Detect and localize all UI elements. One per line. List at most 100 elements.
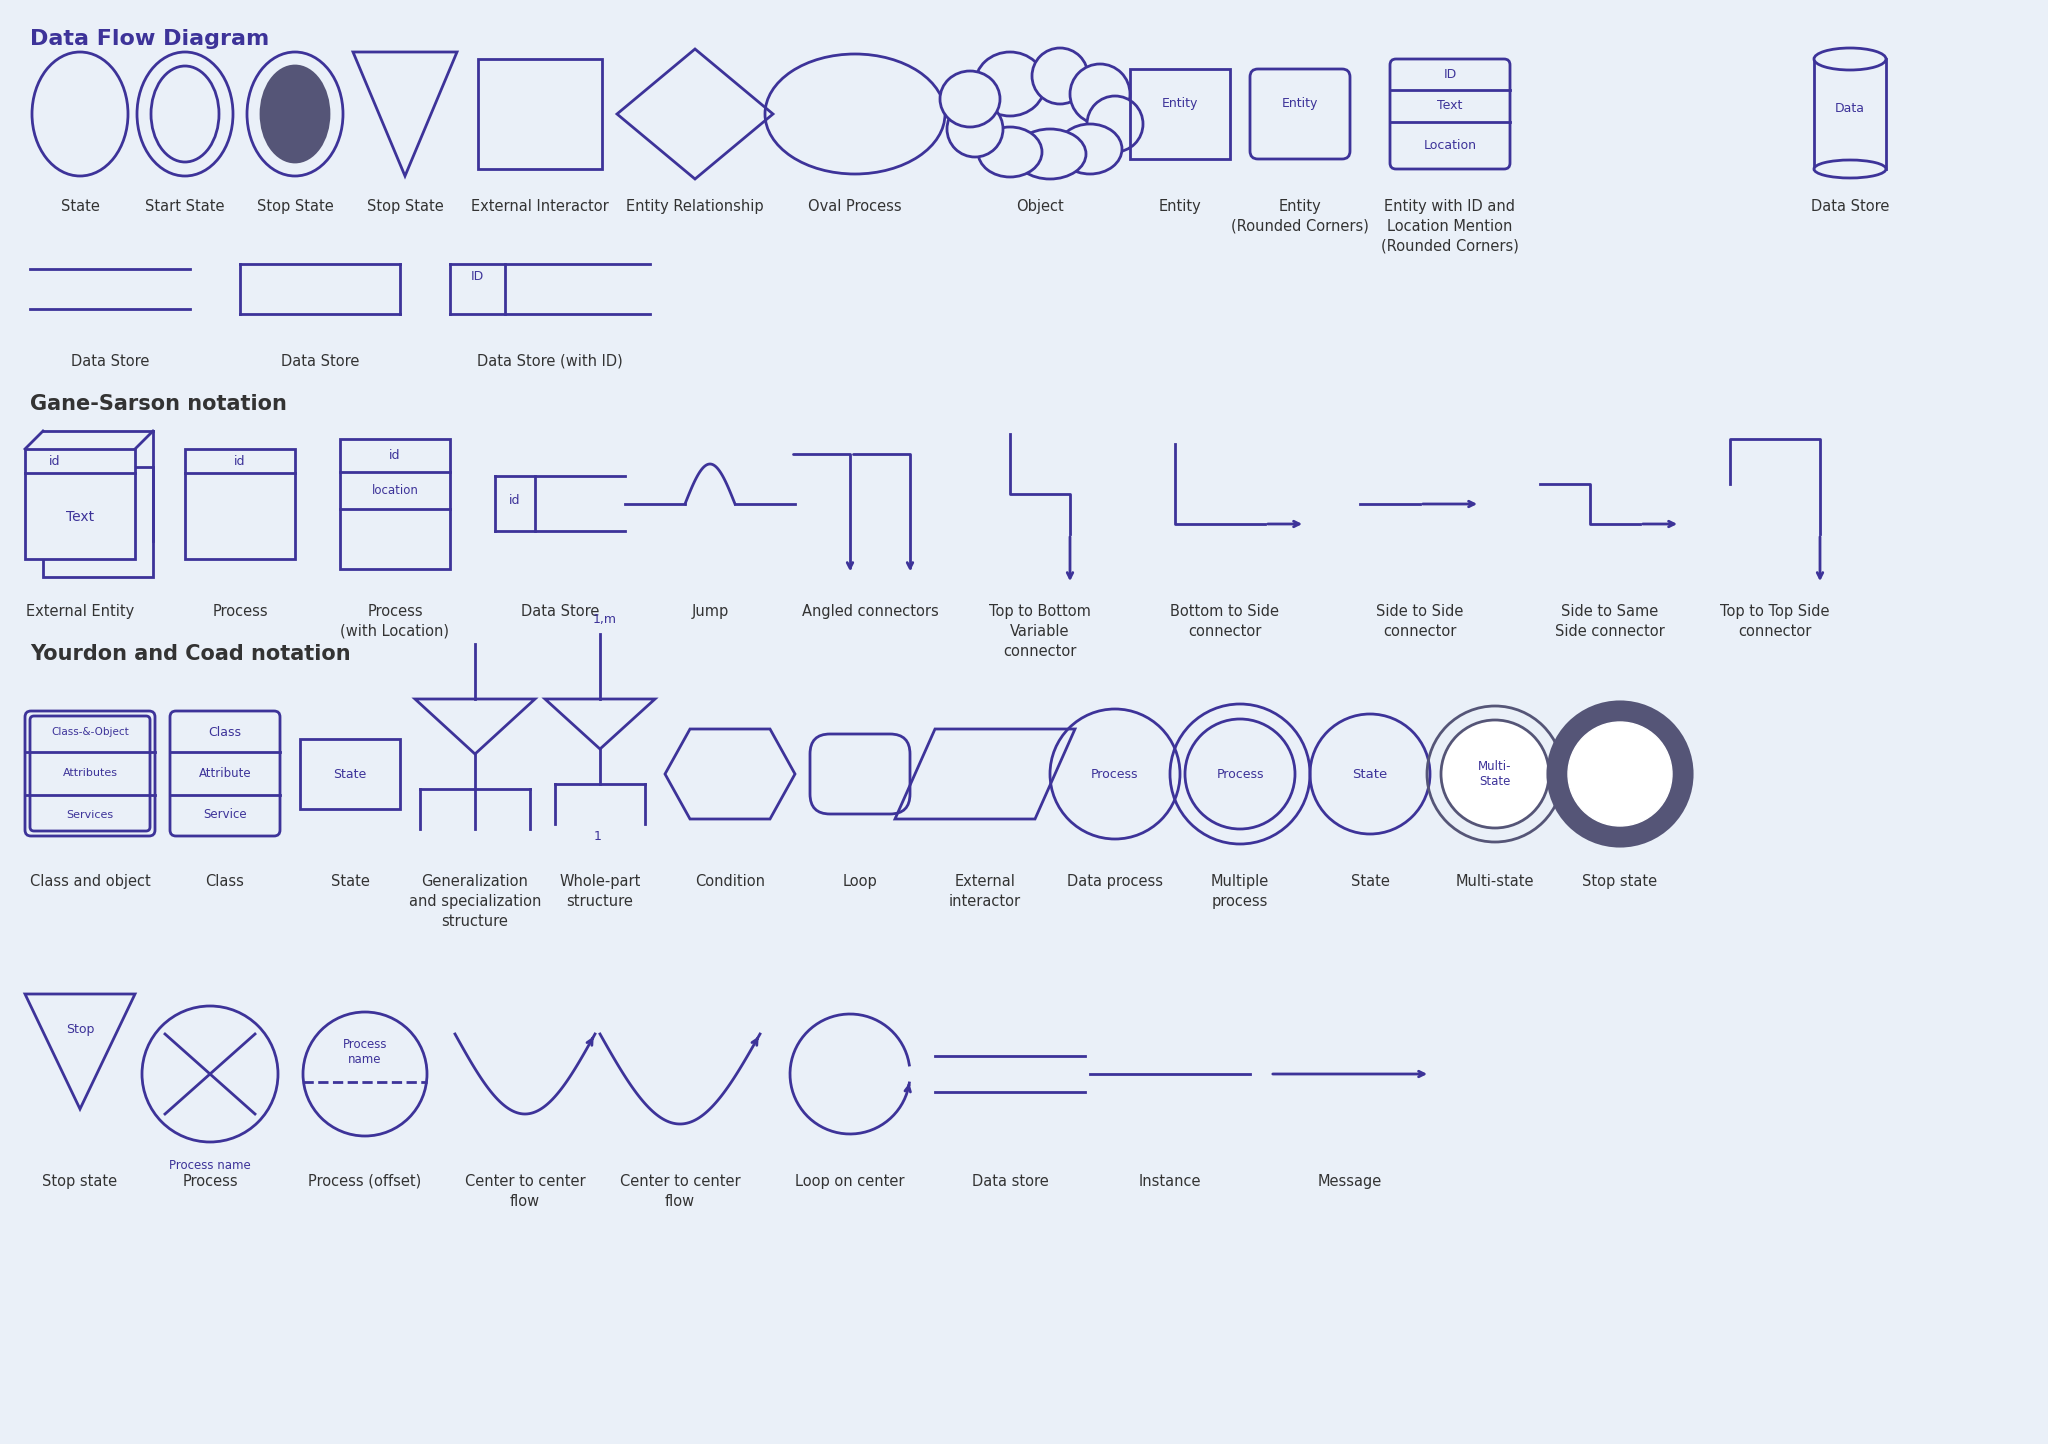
Ellipse shape bbox=[1442, 721, 1548, 827]
Text: Generalization
and specialization
structure: Generalization and specialization struct… bbox=[410, 874, 541, 928]
Text: Top to Top Side
connector: Top to Top Side connector bbox=[1720, 604, 1829, 638]
Text: Side to Side
connector: Side to Side connector bbox=[1376, 604, 1464, 638]
Text: Entity
(Rounded Corners): Entity (Rounded Corners) bbox=[1231, 199, 1368, 234]
Text: Condition: Condition bbox=[694, 874, 766, 890]
Text: Data Store: Data Store bbox=[72, 354, 150, 370]
Text: Stop state: Stop state bbox=[1583, 874, 1657, 890]
Text: Multi-
State: Multi- State bbox=[1479, 760, 1511, 788]
Text: Process (offset): Process (offset) bbox=[309, 1174, 422, 1188]
Text: id: id bbox=[510, 494, 520, 507]
Text: Entity: Entity bbox=[1159, 199, 1202, 214]
Text: Text: Text bbox=[66, 510, 94, 524]
Text: Gane-Sarson notation: Gane-Sarson notation bbox=[31, 394, 287, 414]
Ellipse shape bbox=[1032, 48, 1087, 104]
Text: External Interactor: External Interactor bbox=[471, 199, 608, 214]
Text: Instance: Instance bbox=[1139, 1174, 1202, 1188]
Text: Whole-part
structure: Whole-part structure bbox=[559, 874, 641, 908]
Text: State: State bbox=[330, 874, 369, 890]
Ellipse shape bbox=[1815, 48, 1886, 69]
Text: Text: Text bbox=[1438, 100, 1462, 113]
Text: State: State bbox=[1350, 874, 1389, 890]
Ellipse shape bbox=[260, 66, 330, 162]
Ellipse shape bbox=[946, 101, 1004, 157]
Text: Top to Bottom
Variable
connector: Top to Bottom Variable connector bbox=[989, 604, 1092, 658]
Text: Side to Same
Side connector: Side to Same Side connector bbox=[1554, 604, 1665, 638]
Text: Message: Message bbox=[1317, 1174, 1382, 1188]
Text: Data Store: Data Store bbox=[281, 354, 358, 370]
Ellipse shape bbox=[1069, 64, 1130, 124]
Text: id: id bbox=[233, 455, 246, 468]
Text: Data store: Data store bbox=[971, 1174, 1049, 1188]
Bar bbox=[340, 439, 451, 569]
Text: Loop: Loop bbox=[842, 874, 877, 890]
Text: Start State: Start State bbox=[145, 199, 225, 214]
Text: Process
name: Process name bbox=[342, 1038, 387, 1066]
Text: Bottom to Side
connector: Bottom to Side connector bbox=[1171, 604, 1280, 638]
Ellipse shape bbox=[1014, 129, 1085, 179]
Text: External Entity: External Entity bbox=[27, 604, 133, 619]
Text: Service: Service bbox=[203, 809, 248, 822]
Text: Multi-state: Multi-state bbox=[1456, 874, 1534, 890]
Bar bbox=[25, 449, 135, 559]
Ellipse shape bbox=[940, 71, 999, 127]
Text: Class: Class bbox=[209, 726, 242, 739]
Text: Attributes: Attributes bbox=[63, 768, 117, 778]
Bar bbox=[43, 466, 154, 578]
Text: Entity Relationship: Entity Relationship bbox=[627, 199, 764, 214]
Text: ID: ID bbox=[1444, 68, 1456, 81]
Text: Data Store: Data Store bbox=[1810, 199, 1888, 214]
Text: Stop: Stop bbox=[1604, 767, 1636, 781]
Text: State: State bbox=[1352, 768, 1389, 781]
Bar bbox=[1130, 69, 1231, 159]
Text: 1,m: 1,m bbox=[594, 612, 616, 625]
Text: External
interactor: External interactor bbox=[948, 874, 1022, 908]
Text: Loop on center: Loop on center bbox=[795, 1174, 905, 1188]
Text: State: State bbox=[61, 199, 100, 214]
Text: Stop State: Stop State bbox=[256, 199, 334, 214]
Text: 1: 1 bbox=[594, 829, 602, 842]
Text: Process: Process bbox=[1092, 768, 1139, 781]
Text: Attribute: Attribute bbox=[199, 767, 252, 780]
Text: Location: Location bbox=[1423, 140, 1477, 153]
Text: Process: Process bbox=[213, 604, 268, 619]
Text: Data: Data bbox=[1835, 103, 1866, 116]
Ellipse shape bbox=[979, 127, 1042, 178]
Text: Oval Process: Oval Process bbox=[809, 199, 901, 214]
Text: Center to center
flow: Center to center flow bbox=[621, 1174, 739, 1209]
Ellipse shape bbox=[1059, 124, 1122, 173]
Text: Angled connectors: Angled connectors bbox=[801, 604, 938, 619]
Text: ID: ID bbox=[471, 270, 483, 283]
Text: Entity with ID and
Location Mention
(Rounded Corners): Entity with ID and Location Mention (Rou… bbox=[1380, 199, 1520, 254]
Text: Stop State: Stop State bbox=[367, 199, 442, 214]
Text: Multiple
process: Multiple process bbox=[1210, 874, 1270, 908]
Bar bbox=[477, 59, 602, 169]
Text: location: location bbox=[371, 485, 418, 498]
Bar bbox=[1815, 59, 1886, 169]
Text: Data Store (with ID): Data Store (with ID) bbox=[477, 354, 623, 370]
Text: Data Store: Data Store bbox=[520, 604, 600, 619]
Text: Data process: Data process bbox=[1067, 874, 1163, 890]
Text: Process
(with Location): Process (with Location) bbox=[340, 604, 449, 638]
Text: Yourdon and Coad notation: Yourdon and Coad notation bbox=[31, 644, 350, 664]
Ellipse shape bbox=[1552, 706, 1688, 842]
Text: Center to center
flow: Center to center flow bbox=[465, 1174, 586, 1209]
Text: Stop state: Stop state bbox=[43, 1174, 117, 1188]
Text: Process: Process bbox=[1217, 768, 1264, 781]
Text: Class and object: Class and object bbox=[29, 874, 150, 890]
Text: Class: Class bbox=[205, 874, 244, 890]
Bar bbox=[299, 739, 399, 809]
Text: Stop: Stop bbox=[66, 1022, 94, 1035]
Text: Entity: Entity bbox=[1161, 98, 1198, 111]
Text: id: id bbox=[389, 449, 401, 462]
Text: Object: Object bbox=[1016, 199, 1063, 214]
Text: Services: Services bbox=[66, 810, 113, 820]
Ellipse shape bbox=[1569, 722, 1671, 826]
Ellipse shape bbox=[975, 52, 1044, 116]
Text: Data Flow Diagram: Data Flow Diagram bbox=[31, 29, 268, 49]
Bar bbox=[184, 449, 295, 559]
Text: Class-&-Object: Class-&-Object bbox=[51, 728, 129, 738]
Text: Entity: Entity bbox=[1282, 98, 1319, 111]
Ellipse shape bbox=[1815, 160, 1886, 178]
Text: id: id bbox=[49, 455, 61, 468]
Text: Process name: Process name bbox=[170, 1160, 250, 1173]
